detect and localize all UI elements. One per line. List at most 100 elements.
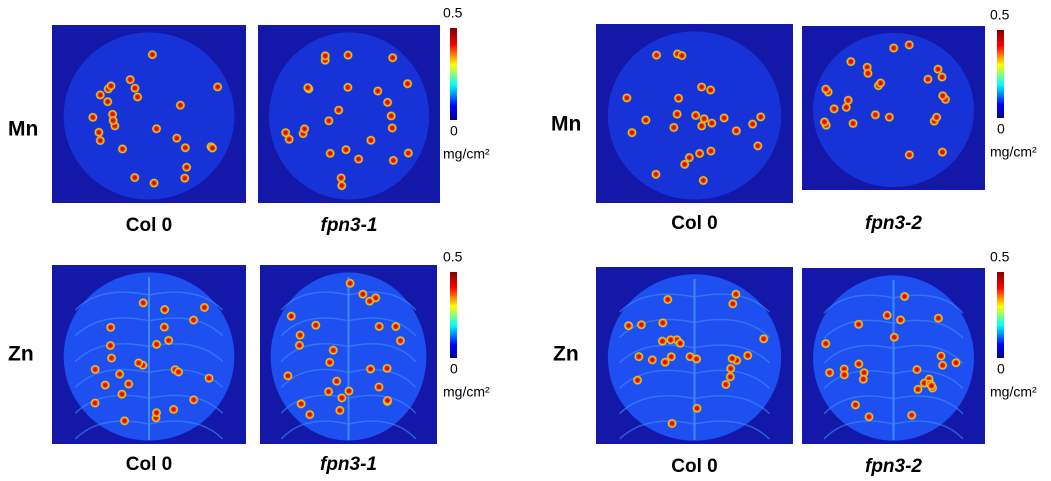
leaf-image [258,25,440,203]
hydathode-spot [374,382,384,392]
hydathode-spot [904,40,914,50]
hydathode-spot [936,351,946,361]
scale-unit: mg/cm² [443,146,490,162]
hydathode-spot [106,322,116,332]
hydathode-spot [854,319,864,329]
hydathode-spot [386,111,396,121]
leaf-image [52,265,246,444]
hydathode-spot [149,178,159,188]
hydathode-spot [846,57,856,67]
hydathode-spot [391,322,401,332]
caption: fpn3-1 [320,454,377,475]
hydathode-spot [305,410,315,420]
hydathode-spot [821,339,831,349]
hydathode-spot [335,405,345,415]
hydathode-spot [889,43,899,53]
hydathode-spot [344,386,354,396]
hydathode-spot [666,352,676,362]
leaf-image [596,24,793,203]
leaf-image [802,268,985,444]
hydathode-spot [117,144,127,154]
hydathode-spot [133,92,143,102]
hydathode-spot [373,86,383,96]
row-label: Mn [551,113,581,136]
hydathode-spot [366,364,376,374]
scale-unit: mg/cm² [443,384,490,400]
hydathode-spot [95,90,105,100]
hydathode-spot [115,369,125,379]
hydathode-spot [88,112,98,122]
hydathode-spot [130,173,140,183]
caption: Col 0 [671,456,717,477]
hydathode-spot [692,403,702,413]
hydathode-spot [103,97,113,107]
caption: Col 0 [126,215,172,236]
hydathode-spot [320,51,330,61]
hydathode-spot [692,354,702,364]
hydathode-spot [841,102,851,112]
hydathode-spot [698,175,708,185]
hydathode-spot [138,298,148,308]
hydathode-spot [324,387,334,397]
hydathode-spot [937,147,947,157]
hydathode-spot [151,408,161,418]
scale-max: 0.5 [990,7,1010,23]
hydathode-spot [152,339,162,349]
hydathode-spot [691,110,701,120]
hydathode-spot [366,135,376,145]
scale-min: 0 [450,123,458,139]
hydathode-spot [383,395,393,405]
hydathode-spot [641,115,651,125]
hydathode-spot [107,353,117,363]
scale-unit: mg/cm² [990,384,1037,400]
hydathode-spot [743,351,753,361]
hydathode-spot [697,82,707,92]
hydathode-spot [159,322,169,332]
row-label: Zn [8,343,34,366]
hydathode-spot [933,64,943,74]
leaf-image [52,25,246,203]
hydathode-spot [876,78,886,88]
hydathode-spot [726,363,736,373]
hydathode-spot [819,117,829,127]
hydathode-spot [731,289,741,299]
colorbar [450,28,457,120]
hydathode-spot [125,75,135,85]
hydathode-spot [182,162,192,172]
hydathode-spot [152,124,162,134]
hydathode-spot [180,173,190,183]
hydathode-spot [829,104,839,114]
hydathode-spot [932,112,942,122]
hydathode-spot [175,100,185,110]
hydathode-spot [160,305,170,315]
hydathode-spot [90,398,100,408]
hydathode-spot [672,109,682,119]
scale-min: 0 [997,361,1005,377]
caption: fpn3-2 [865,456,922,477]
hydathode-spot [882,310,892,320]
hydathode-spot [896,315,906,325]
hydathode-spot [204,373,214,383]
hydathode-spot [117,389,127,399]
hydathode-spot [325,357,335,367]
hydathode-spot [756,112,766,122]
hydathode-spot [332,376,342,386]
figure: MnCol 0fpn3-10.50mg/cm²MnCol 0fpn3-20.50… [0,0,1051,481]
scale-max: 0.5 [443,249,463,265]
hydathode-spot [189,395,199,405]
colorbar [997,30,1004,118]
hydathode-spot [821,84,831,94]
leaf-image [802,26,985,190]
hydathode-spot [728,299,738,309]
hydathode-spot [634,352,644,362]
hydathode-spot [189,315,199,325]
hydathode-spot [695,148,705,158]
hydathode-spot [927,381,937,391]
hydathode-spot [388,155,398,165]
hydathode-spot [658,318,668,328]
hydathode-spot [328,345,338,355]
scale-unit: mg/cm² [990,144,1037,160]
hydathode-spot [666,335,676,345]
hydathode-spot [684,153,694,163]
caption: fpn3-1 [321,215,378,236]
